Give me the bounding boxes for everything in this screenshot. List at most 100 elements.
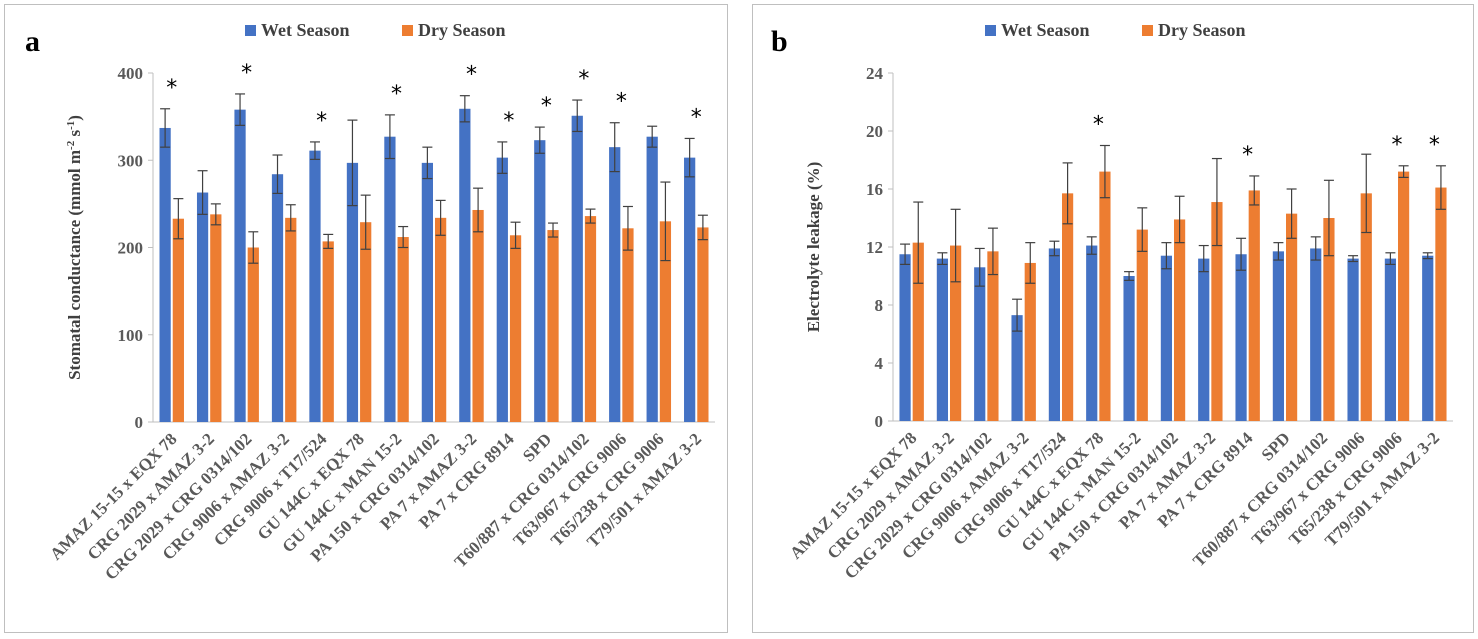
bar-dry (1062, 193, 1074, 421)
y-tick-label: 100 (118, 326, 144, 345)
significance-star: * (166, 76, 177, 101)
y-tick-label: 8 (875, 296, 884, 315)
bar-dry (360, 222, 372, 422)
legend-swatch-1 (402, 25, 413, 36)
panel-label: b (771, 25, 788, 58)
bar-wet (899, 254, 911, 421)
bar-wet (159, 127, 171, 422)
y-tick-label: 20 (866, 122, 883, 141)
chart-panel-b: b Wet Season Dry Season 0 4 8 12 16 20 24 Electrol… (752, 4, 1474, 633)
legend-label-0: Wet Season (261, 20, 350, 40)
bar-wet (1422, 255, 1434, 421)
y-tick-label: 200 (118, 239, 144, 258)
bar-dry (285, 217, 297, 422)
bar-wet (1347, 258, 1359, 421)
bar-dry (1360, 193, 1372, 421)
bar-wet (1086, 245, 1098, 421)
significance-star: * (691, 105, 702, 130)
bar-wet (1123, 276, 1135, 421)
y-tick-label: 4 (875, 354, 884, 373)
bar-dry (247, 247, 259, 422)
y-tick-label: 24 (866, 64, 884, 83)
bar-wet (684, 157, 696, 422)
bar-dry (1099, 171, 1111, 421)
y-axis-label: Electrolyte leakage (%) (804, 162, 823, 333)
bar-wet (1160, 255, 1172, 421)
bar-dry (697, 227, 709, 422)
significance-star: * (541, 94, 552, 119)
bar-dry (210, 214, 222, 422)
bar-dry (1211, 202, 1223, 421)
significance-star: * (616, 90, 627, 115)
bar-wet (459, 108, 471, 423)
bar-dry (1435, 187, 1447, 421)
legend-swatch-0 (245, 25, 256, 36)
significance-star: * (1429, 133, 1440, 158)
bar-wet (936, 258, 948, 421)
legend-swatch-0 (985, 25, 996, 36)
bar-dry (1248, 190, 1260, 421)
legend-label-0: Wet Season (1001, 20, 1090, 40)
significance-star: * (391, 82, 402, 107)
legend-label-1: Dry Season (1158, 20, 1246, 40)
bar-dry (435, 217, 447, 422)
bar-wet (534, 140, 546, 422)
category-group: SPD (1258, 188, 1298, 465)
bar-wet (421, 162, 433, 422)
bar-dry (912, 242, 924, 421)
bar-dry (1323, 218, 1335, 421)
x-tick-label: CRG 2029 x CRG 0314/102 (101, 429, 255, 583)
legend: Wet Season Dry Season (985, 20, 1246, 40)
bar-dry (397, 237, 409, 422)
bar-dry (659, 221, 672, 422)
bar-dry (1136, 229, 1148, 421)
bar-dry (472, 209, 484, 422)
bar-wet (346, 162, 359, 422)
bar-wet (309, 150, 321, 422)
bar-wet (1310, 248, 1322, 421)
bar-wet (1235, 254, 1247, 421)
bar-wet (196, 192, 209, 422)
bar-wet (1198, 258, 1210, 421)
significance-star: * (1242, 143, 1253, 168)
bar-wet (1048, 248, 1060, 421)
panel-label: a (25, 25, 40, 58)
chart-panel-a: a Wet Season Dry Season 0 100 200 300 400 Stomat… (4, 4, 728, 633)
legend-label-1: Dry Season (418, 20, 506, 40)
bar-wet (974, 267, 986, 421)
bar-wet (496, 157, 508, 422)
legend-swatch-1 (1142, 25, 1153, 36)
category-group: *SPD (519, 94, 559, 466)
significance-star: * (503, 109, 514, 134)
bar-dry (1398, 171, 1410, 421)
significance-star: * (466, 63, 477, 88)
y-tick-label: 400 (118, 64, 144, 83)
bar-dry (584, 216, 597, 422)
bar-wet (234, 109, 246, 423)
significance-star: * (578, 67, 589, 92)
bar-wet (571, 115, 583, 422)
y-tick-label: 0 (875, 412, 884, 431)
bar-dry (1286, 213, 1298, 421)
bar-dry (172, 218, 184, 422)
bar-dry (1024, 262, 1036, 421)
significance-star: * (1093, 113, 1104, 138)
y-tick-label: 300 (118, 151, 144, 170)
bar-wet (646, 136, 658, 422)
legend: Wet Season Dry Season (245, 20, 506, 40)
y-tick-label: 12 (866, 238, 883, 257)
y-tick-label: 16 (866, 180, 883, 199)
significance-star: * (1392, 133, 1403, 158)
significance-star: * (241, 61, 252, 86)
bar-dry (987, 251, 999, 421)
stomatal-conductance-chart: a Wet Season Dry Season 0 100 200 300 400 Stomat… (25, 20, 715, 584)
bar-wet (1384, 258, 1396, 421)
y-tick-label: 0 (135, 413, 144, 432)
bar-dry (1174, 219, 1186, 421)
electrolyte-leakage-chart: b Wet Season Dry Season 0 4 8 12 16 20 24 Electrol… (771, 20, 1453, 583)
bar-wet (609, 147, 621, 422)
bar-dry (547, 230, 559, 422)
bar-wet (1272, 251, 1284, 421)
bar-dry (509, 235, 522, 422)
bar-wet (384, 136, 396, 422)
